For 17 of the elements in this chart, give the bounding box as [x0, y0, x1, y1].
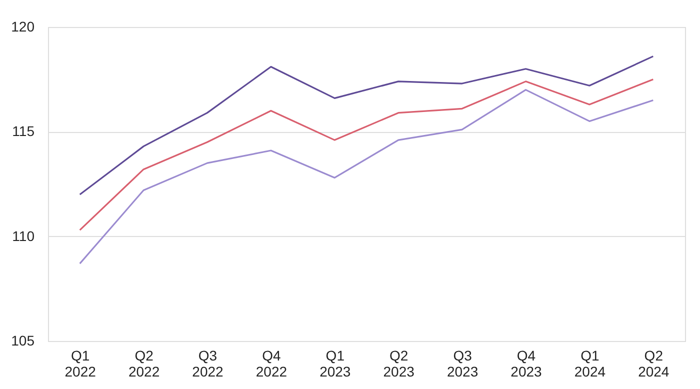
y-tick-label: 115	[12, 123, 35, 140]
x-tick-label: Q1 2022	[64, 348, 96, 380]
line-series	[79, 78, 654, 231]
y-tick-label: 120	[11, 18, 35, 34]
line-series	[79, 89, 654, 264]
x-tick-label: Q3 2023	[446, 348, 478, 380]
x-tick-label: Q2 2023	[383, 348, 415, 380]
y-tick-label: 110	[12, 228, 35, 244]
y-tick-label: 105	[11, 332, 35, 348]
line-series	[79, 56, 654, 196]
x-tick-label: Q4 2023	[510, 348, 542, 380]
x-tick-label: Q1 2024	[574, 348, 606, 380]
x-tick-label: Q3 2022	[192, 348, 224, 380]
x-tick-label: Q4 2022	[256, 348, 288, 380]
x-tick-label: Q1 2023	[320, 348, 351, 380]
x-tick-label: Q2 2024	[638, 348, 670, 380]
x-tick-label: Q2 2022	[128, 348, 160, 380]
